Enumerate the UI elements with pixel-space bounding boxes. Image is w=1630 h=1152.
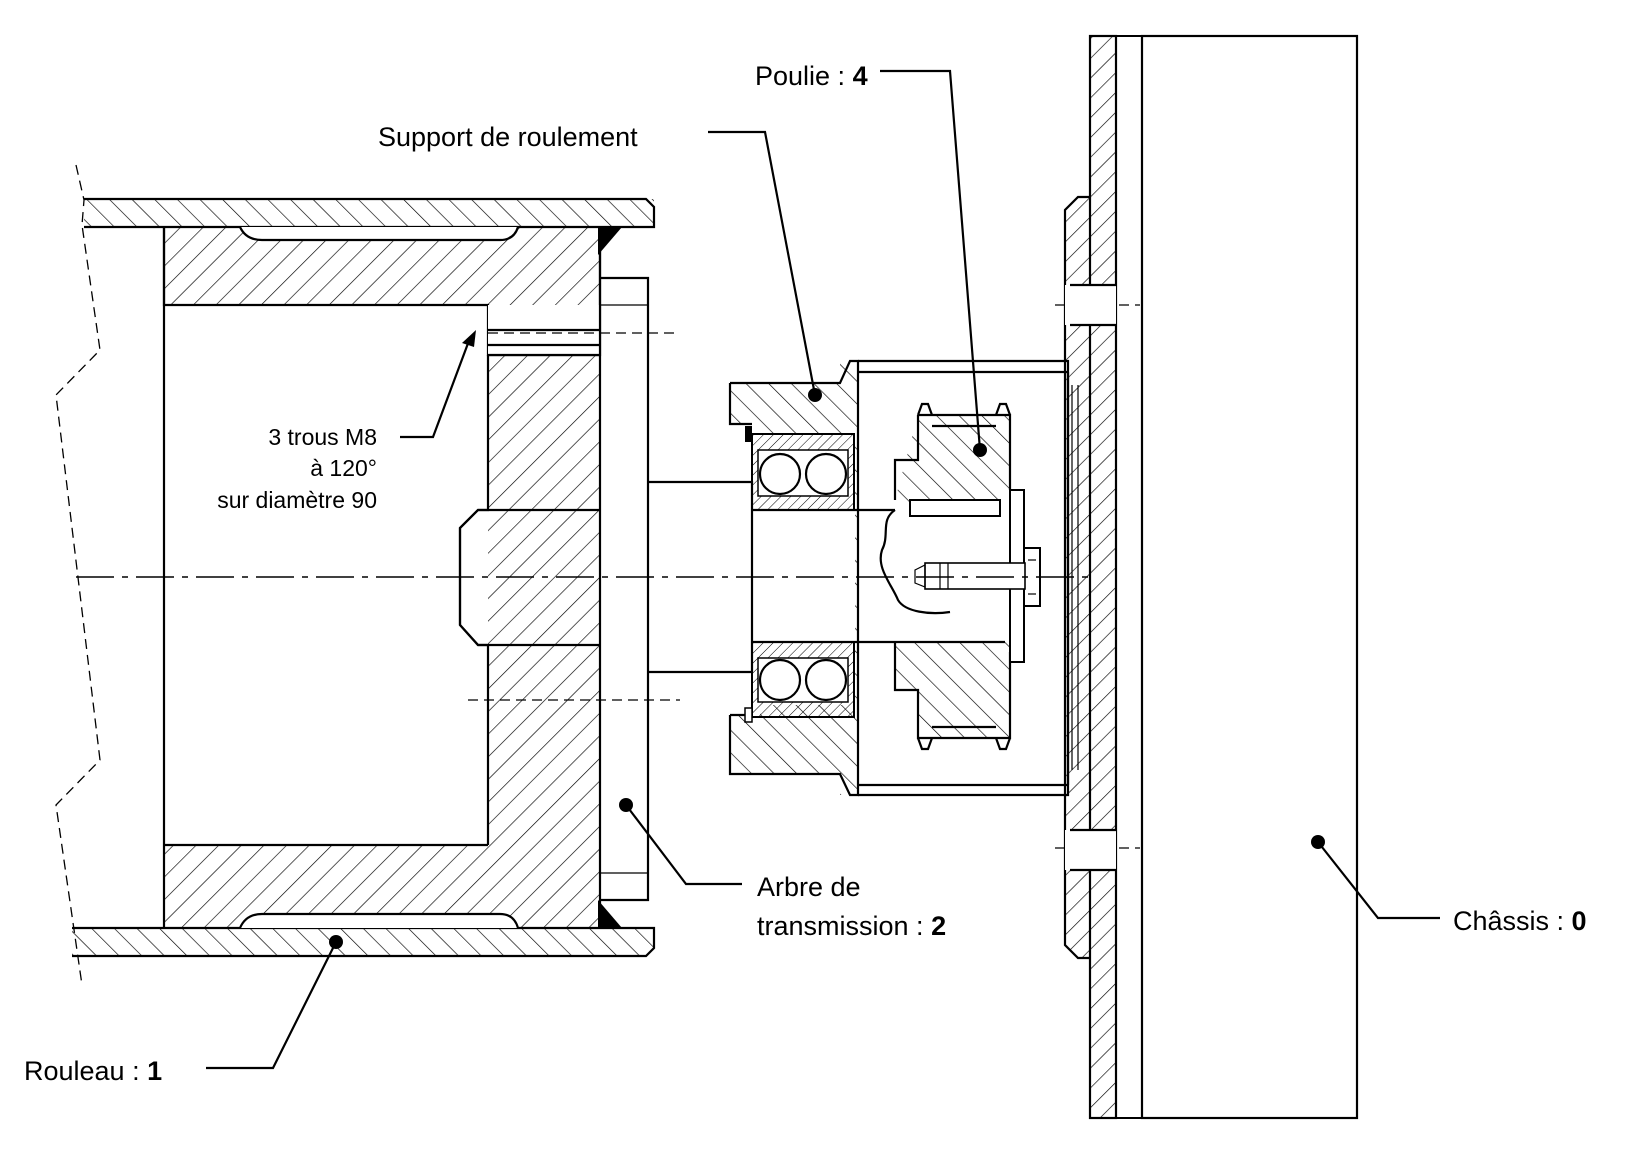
- label-arbre-line1: Arbre de: [757, 872, 861, 902]
- label-poulie: Poulie : 4: [755, 61, 868, 91]
- roller-end-cap: [162, 226, 622, 929]
- label-rouleau: Rouleau : 1: [24, 1056, 162, 1086]
- roller-tube: [55, 164, 656, 986]
- label-arbre-line2: transmission : 2: [757, 911, 946, 941]
- label-trous-line3: sur diamètre 90: [217, 487, 377, 513]
- mounting-holes: [468, 304, 1140, 849]
- chassis: [1063, 34, 1359, 1120]
- label-support-roulement: Support de roulement: [378, 122, 638, 152]
- pulley: [893, 402, 1041, 751]
- label-trous-line2: à 120°: [310, 455, 377, 481]
- ball-bearings: [744, 426, 855, 723]
- label-trous-line1: 3 trous M8: [268, 424, 377, 450]
- leader-lines: [206, 69, 1440, 1070]
- label-chassis: Châssis : 0: [1453, 906, 1587, 936]
